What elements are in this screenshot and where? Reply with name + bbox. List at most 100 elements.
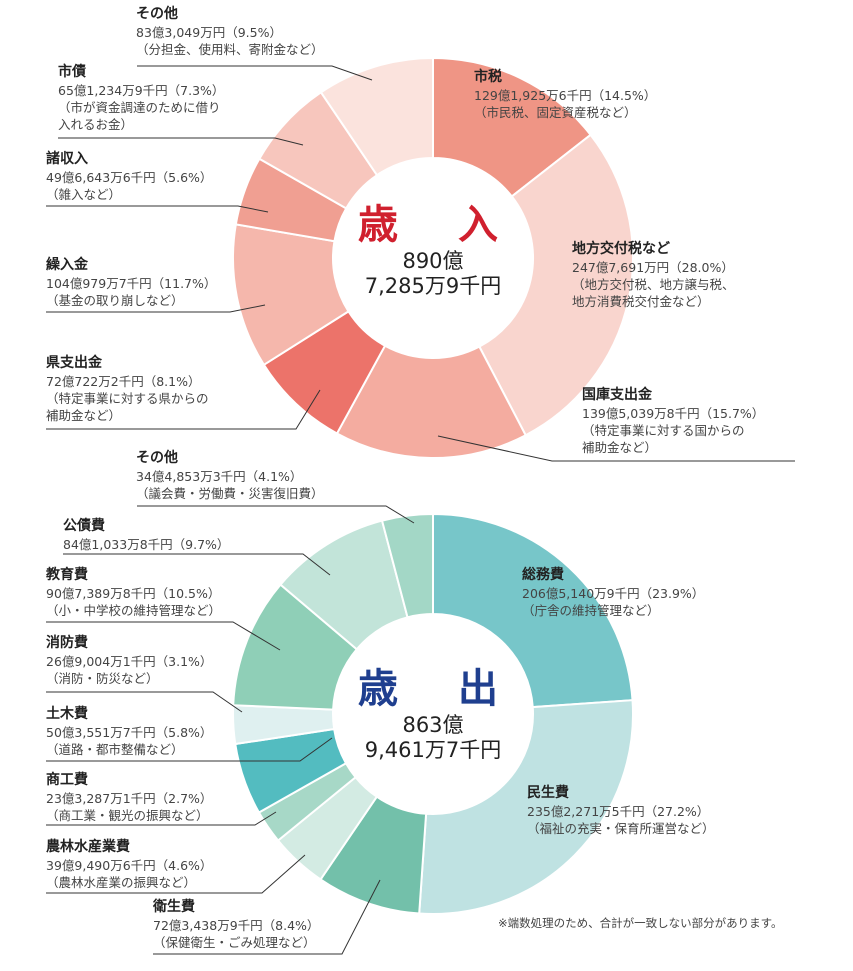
rev-label-shisai: 市債 65億1,234万9千円（7.3%） （市が資金調達のために借り 入れるお… [58,63,224,133]
exp-label-amount: 206億5,140万9千円（23.9%） [522,586,705,601]
exp-label-sonota: その他 34億4,853万3千円（4.1%） （議会費・労働費・災害復旧費） [136,449,324,502]
exp-label-amount: 34億4,853万3千円（4.1%） [136,469,303,484]
expenditure-slice-1 [418,699,634,915]
rev-label-title: 繰入金 [46,257,88,273]
exp-label-title: 土木費 [46,706,88,722]
exp-leader-norin [46,854,306,894]
exp-label-title: 公債費 [63,518,105,534]
exp-label-kyoiku: 教育費 90億7,389万8千円（10.5%） （小・中学校の維持管理など） [46,566,221,619]
rev-label-title: 地方交付税など [572,241,670,257]
exp-label-amount: 26億9,004万1千円（3.1%） [46,654,213,669]
rev-label-title: 県支出金 [46,355,102,371]
exp-label-amount: 23億3,287万1千円（2.7%） [46,791,213,806]
exp-label-amount: 84億1,033万8千円（9.7%） [63,537,230,552]
exp-label-note: （保健衛生・ごみ処理など） [153,935,316,950]
rev-label-note: 補助金など） [46,408,122,423]
revenue-center: 歳 入 890億 7,285万9千円 [353,201,513,299]
exp-label-note: （商工業・観光の振興など） [46,808,209,823]
rev-label-title: 国庫支出金 [582,387,652,403]
rev-label-kurire: 繰入金 104億979万7千円（11.7%） （基金の取り崩しなど） [46,256,216,309]
exp-label-minsei: 民生費 235億2,271万5千円（27.2%） （福祉の充実・保育所運営など） [527,784,715,837]
exp-label-note: （議会費・労働費・災害復旧費） [136,486,324,501]
rev-label-sonota: その他 83億3,049万円（9.5%） （分担金、使用料、寄附金など） [136,5,324,58]
rev-label-note: （地方交付税、地方譲与税、 [572,277,735,292]
revenue-slice-7 [319,56,434,177]
exp-label-amount: 50億3,551万7千円（5.8%） [46,725,213,740]
exp-leader-kyoiku [46,621,281,651]
rev-leader-ken [46,389,321,430]
revenue-slice-1 [477,133,634,437]
revenue-slice-2 [335,344,528,459]
exp-leader-shobo [46,691,243,713]
rev-label-amount: 104億979万7千円（11.7%） [46,276,217,291]
exp-label-title: 商工費 [46,772,88,788]
exp-label-amount: 235億2,271万5千円（27.2%） [527,804,710,819]
rev-leader-sonota [137,65,373,81]
rev-label-note: 補助金など） [582,440,658,455]
exp-label-amount: 90億7,389万8千円（10.5%） [46,586,221,601]
exp-label-somu: 総務費 206億5,140万9千円（23.9%） （庁舎の維持管理など） [522,566,704,619]
revenue-total-line1: 890億 [402,249,464,273]
exp-label-shoko: 商工費 23億3,287万1千円（2.7%） （商工業・観光の振興など） [46,771,212,824]
exp-label-title: 教育費 [46,567,88,583]
rev-label-title: 市債 [58,64,86,80]
exp-label-note: （小・中学校の維持管理など） [46,603,222,618]
exp-label-title: 衛生費 [153,899,195,915]
exp-label-shobo: 消防費 26億9,004万1千円（3.1%） （消防・防災など） [46,634,212,687]
rev-label-amount: 247億7,691万円（28.0%） [572,260,734,275]
exp-leader-kosai [63,553,331,576]
rev-label-note: 入れるお金） [58,117,134,132]
expenditure-total-line2: 9,461万7千円 [364,738,502,762]
exp-leader-doboku [46,737,333,762]
exp-leader-eisei [153,879,381,955]
rev-label-note: （基金の取り崩しなど） [46,293,184,308]
rev-label-shoshunyu: 諸収入 49億6,643万6千円（5.6%） （雑入など） [46,150,212,203]
exp-leader-sonota [137,505,415,524]
revenue-donut [232,56,634,459]
rev-label-amount: 83億3,049万円（9.5%） [136,25,282,40]
exp-label-norin: 農林水産業費 39億9,490万6千円（4.6%） （農林水産業の振興など） [46,838,212,891]
rev-label-amount: 72億722万2千円（8.1%） [46,374,201,389]
rev-label-kofuzei: 地方交付税など 247億7,691万円（28.0%） （地方交付税、地方譲与税、… [572,240,735,310]
rev-label-shizei: 市税 129億1,925万6千円（14.5%） （市民税、固定資産税など） [474,68,656,121]
rev-label-title: その他 [136,6,178,22]
expenditure-center-title: 歳 出 [358,665,508,712]
exp-label-amount: 39億9,490万6千円（4.6%） [46,858,213,873]
expenditure-center: 歳 出 863億 9,461万7千円 [353,665,513,763]
exp-label-title: その他 [136,450,178,466]
exp-label-eisei: 衛生費 72億3,438万9千円（8.4%） （保健衛生・ごみ処理など） [153,898,319,951]
expenditure-slice-0 [432,512,634,709]
exp-label-title: 民生費 [527,785,569,801]
exp-label-note: （農林水産業の振興など） [46,875,197,890]
revenue-total-line2: 7,285万9千円 [364,274,502,298]
exp-label-note: （庁舎の維持管理など） [522,603,660,618]
exp-label-amount: 72億3,438万9千円（8.4%） [153,918,320,933]
rev-label-title: 諸収入 [46,151,88,167]
rev-label-ken: 県支出金 72億722万2千円（8.1%） （特定事業に対する県からの 補助金な… [46,354,209,424]
rev-leader-shoshunyu [46,205,269,213]
exp-label-title: 農林水産業費 [46,839,130,855]
rev-leader-kurire [46,304,266,313]
expenditure-leader-lines [46,505,415,955]
rev-leader-kokko [437,435,795,462]
exp-label-note: （福祉の充実・保育所運営など） [527,821,715,836]
exp-label-kosai: 公債費 84億1,033万8千円（9.7%） [63,517,229,553]
revenue-slice-0 [432,56,592,198]
footnote: ※端数処理のため、合計が一致しない部分があります。 [498,916,783,930]
expenditure-slice-9 [380,512,434,619]
rev-label-title: 市税 [474,69,502,85]
rev-label-kokko: 国庫支出金 139億5,039万8千円（15.7%） （特定事業に対する国からの… [582,386,764,456]
exp-label-doboku: 土木費 50億3,551万7千円（5.8%） （道路・都市整備など） [46,705,212,758]
rev-leader-shisai [58,137,304,146]
revenue-center-title: 歳 入 [358,201,508,248]
rev-label-amount: 49億6,643万6千円（5.6%） [46,170,213,185]
rev-label-note: 地方消費税交付金など） [572,294,710,309]
rev-label-amount: 129億1,925万6千円（14.5%） [474,88,657,103]
expenditure-donut [232,512,634,915]
exp-leader-shoko [46,811,277,826]
rev-label-note: （特定事業に対する県からの [46,391,209,406]
rev-label-note: （雑入など） [46,187,122,202]
rev-label-amount: 139億5,039万8千円（15.7%） [582,406,765,421]
exp-label-title: 消防費 [46,635,88,651]
